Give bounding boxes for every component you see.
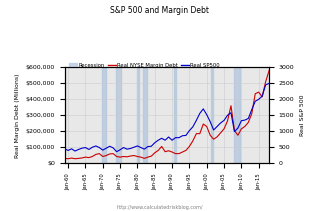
Bar: [234, 67, 240, 163]
Bar: [102, 67, 106, 163]
Bar: [211, 67, 213, 163]
Bar: [174, 67, 176, 163]
Bar: [137, 67, 139, 163]
Text: http://www.calculatedriskblog.com/: http://www.calculatedriskblog.com/: [117, 205, 203, 210]
Text: S&P 500 and Margin Debt: S&P 500 and Margin Debt: [110, 6, 210, 15]
Legend: Recession, Real NYSE Margin Debt, Real SP500: Recession, Real NYSE Margin Debt, Real S…: [67, 60, 222, 70]
Y-axis label: Real Margin Debt (Millions): Real Margin Debt (Millions): [15, 73, 20, 158]
Y-axis label: Real S&P 500: Real S&P 500: [300, 95, 305, 136]
Bar: [143, 67, 147, 163]
Bar: [116, 67, 121, 163]
